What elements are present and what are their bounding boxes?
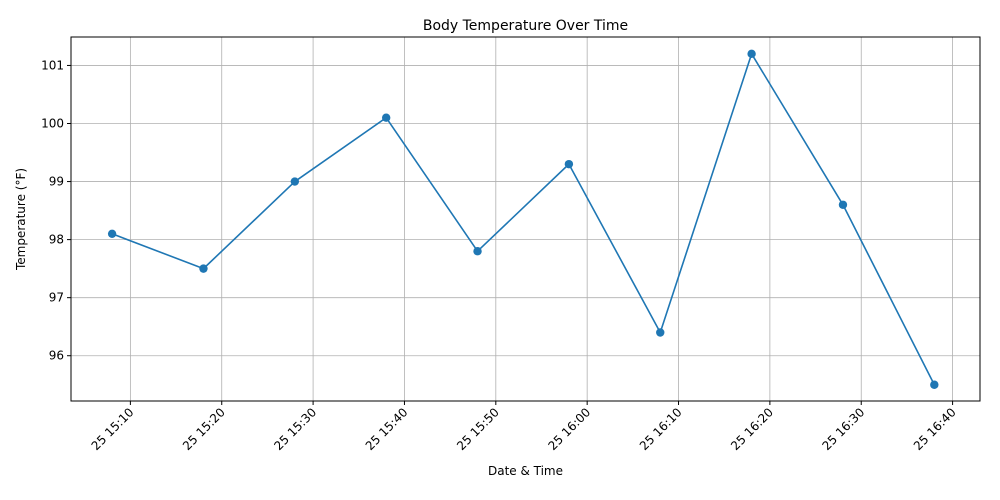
- data-point: [747, 49, 756, 59]
- data-point: [930, 380, 939, 389]
- x-tick-label: 25 15:30: [271, 405, 319, 453]
- x-tick-label: 25 16:20: [728, 405, 776, 453]
- y-tick-label: 97: [49, 291, 64, 305]
- y-tick-label: 100: [41, 117, 64, 131]
- y-tick-label: 96: [49, 349, 64, 363]
- data-point: [199, 264, 208, 273]
- x-tick-label: 25 16:30: [820, 405, 868, 453]
- x-axis: 25 15:10 25 15:20 25 15:30 25 15:40 25 15:50…: [89, 401, 959, 453]
- data-point: [656, 328, 665, 337]
- data-point: [107, 229, 117, 239]
- x-tick-label: 25 15:50: [454, 405, 502, 453]
- series-layer: [107, 49, 939, 389]
- y-tick-label: 101: [41, 58, 64, 72]
- grid: [71, 37, 980, 401]
- y-tick-label: 99: [49, 175, 64, 189]
- y-axis: 96 97 98 99 100 101: [41, 58, 71, 363]
- x-tick-label: 25 15:40: [363, 405, 411, 453]
- series-line: [111, 53, 936, 386]
- plot-frame: [70, 36, 981, 402]
- chart-title: Body Temperature Over Time: [423, 18, 628, 34]
- data-point: [564, 159, 574, 169]
- y-axis-label: Temperature (°F): [14, 168, 28, 271]
- data-point: [838, 200, 848, 209]
- data-point: [381, 113, 391, 122]
- x-axis-label: Date & Time: [488, 464, 563, 478]
- x-tick-label: 25 16:10: [637, 405, 685, 453]
- x-tick-label: 25 16:40: [911, 405, 959, 453]
- x-tick-label: 25 16:00: [545, 405, 593, 453]
- data-point: [290, 177, 300, 186]
- x-tick-label: 25 15:20: [180, 405, 228, 453]
- data-point: [473, 247, 482, 256]
- y-tick-label: 98: [49, 233, 64, 247]
- x-tick-label: 25 15:10: [89, 405, 137, 453]
